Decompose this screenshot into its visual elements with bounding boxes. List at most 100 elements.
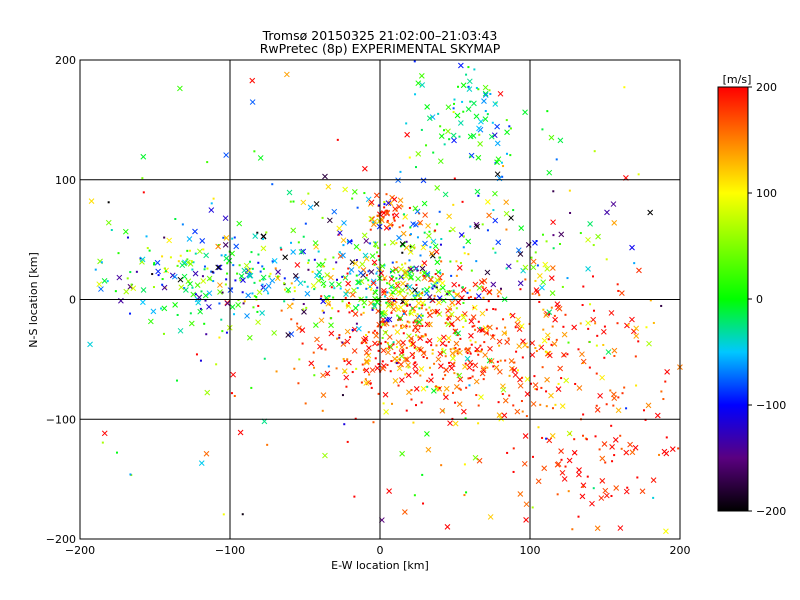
data-point (453, 383, 460, 390)
data-point (341, 275, 344, 278)
data-point (438, 278, 441, 281)
data-point (380, 326, 383, 329)
data-point (556, 305, 563, 312)
data-point (389, 268, 396, 274)
data-point (364, 341, 367, 344)
data-point (410, 221, 416, 227)
data-point (364, 378, 367, 381)
data-point (577, 348, 580, 351)
data-point (483, 329, 490, 336)
data-point (504, 326, 507, 329)
data-point (439, 271, 442, 274)
data-point (417, 219, 424, 226)
data-point (534, 388, 537, 391)
data-point (580, 482, 587, 489)
data-point (654, 412, 661, 419)
data-point (470, 269, 473, 272)
data-point (642, 409, 645, 412)
data-point (433, 285, 436, 288)
data-point (429, 309, 432, 312)
data-point (402, 509, 408, 515)
data-point (486, 325, 489, 328)
data-point (212, 197, 215, 200)
data-point (494, 159, 500, 166)
data-point (328, 295, 331, 298)
data-point (276, 275, 279, 278)
data-point (492, 101, 499, 107)
data-point (322, 265, 325, 268)
data-point (163, 236, 166, 239)
data-point (343, 360, 346, 363)
data-point (398, 266, 404, 273)
data-point (356, 325, 362, 332)
data-point (280, 309, 283, 312)
data-point (534, 279, 537, 282)
data-point (331, 208, 338, 215)
data-point (204, 299, 207, 302)
data-point (475, 394, 478, 397)
data-point (312, 351, 315, 354)
data-point (610, 201, 617, 207)
data-point (512, 372, 519, 378)
data-point (237, 429, 244, 436)
data-point (296, 322, 299, 325)
data-point (537, 426, 540, 429)
data-point (418, 325, 421, 328)
data-point (409, 265, 412, 268)
data-point (431, 352, 434, 355)
data-point (544, 376, 550, 383)
data-point (335, 261, 338, 264)
data-point (494, 251, 497, 254)
data-point (420, 385, 427, 392)
data-point (491, 121, 494, 124)
data-point (469, 377, 472, 380)
data-point (291, 302, 294, 305)
data-point (398, 353, 405, 360)
data-point (444, 374, 447, 377)
data-point (222, 513, 225, 516)
data-point (495, 239, 502, 246)
data-point (625, 407, 628, 410)
data-point (432, 243, 439, 250)
data-point (477, 320, 480, 323)
data-point (332, 256, 335, 259)
data-point (253, 295, 256, 298)
data-point (474, 188, 481, 195)
data-point (206, 303, 212, 310)
data-point (390, 274, 393, 277)
data-point (395, 242, 398, 245)
data-point (377, 343, 380, 346)
data-point (524, 376, 531, 382)
data-point (557, 365, 564, 372)
data-point (551, 341, 558, 347)
data-point (370, 278, 377, 285)
data-point (530, 401, 537, 407)
data-point (342, 186, 349, 193)
data-point (487, 300, 490, 303)
data-point (475, 86, 478, 89)
data-point (307, 261, 310, 264)
data-point (382, 321, 385, 324)
data-point (488, 89, 491, 92)
data-point (418, 307, 421, 310)
data-point (422, 212, 428, 218)
data-point (94, 268, 97, 271)
data-point (412, 329, 415, 332)
data-point (480, 365, 487, 372)
data-point (363, 255, 370, 262)
data-point (469, 295, 472, 298)
data-point (340, 237, 347, 244)
data-point (338, 251, 341, 254)
data-point (438, 387, 441, 390)
data-point (497, 401, 500, 404)
data-point (419, 271, 422, 274)
data-point (383, 203, 386, 206)
data-point (259, 310, 265, 316)
data-point (616, 322, 619, 325)
data-point (421, 304, 424, 307)
data-point (477, 194, 480, 197)
data-point (372, 421, 375, 424)
data-point (355, 279, 361, 286)
data-point (271, 258, 278, 264)
data-point (306, 285, 309, 288)
